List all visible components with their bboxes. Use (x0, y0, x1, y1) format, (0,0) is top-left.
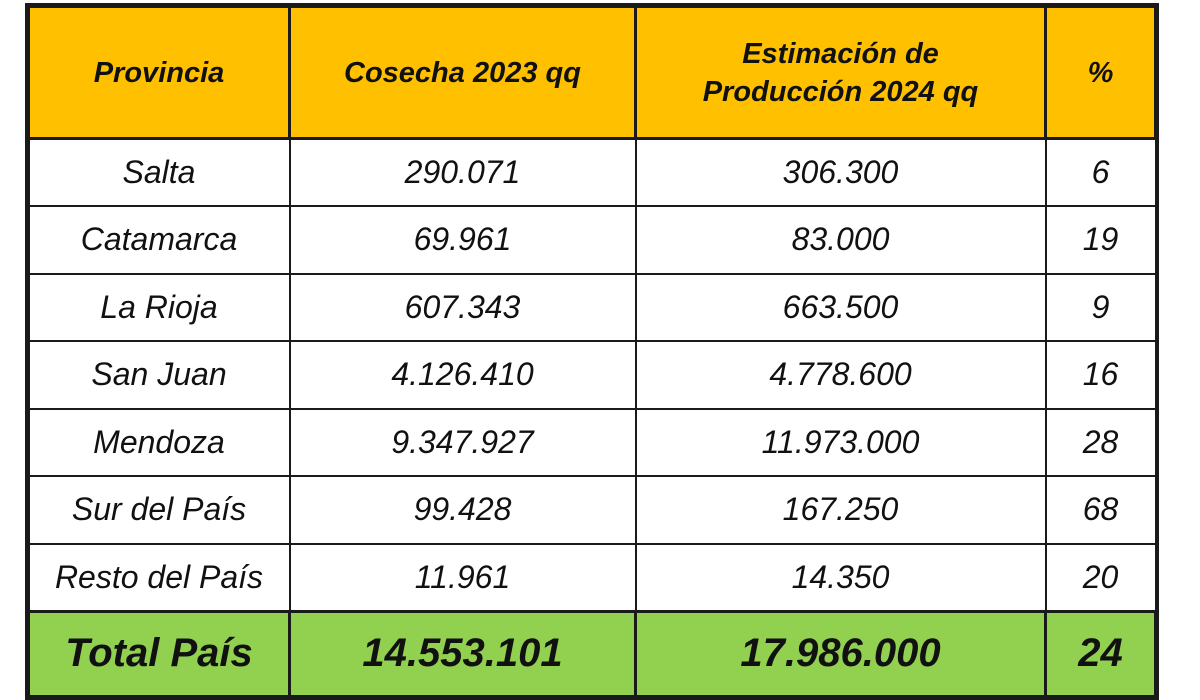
cell-cosecha: 11.961 (288, 542, 637, 612)
total-cosecha: 14.553.101 (288, 609, 637, 698)
cell-provincia: Resto del País (27, 542, 291, 612)
table-row: Salta 290.071 306.300 6 (27, 137, 1157, 207)
total-estimacion: 17.986.000 (634, 609, 1047, 698)
total-percent: 24 (1044, 609, 1157, 698)
table-header-row: Provincia Cosecha 2023 qq Estimación de … (27, 5, 1157, 140)
cell-percent: 19 (1044, 205, 1157, 275)
header-estimacion-line2: Producción 2024 qq (702, 75, 979, 108)
cell-percent: 6 (1044, 137, 1157, 207)
cell-percent: 9 (1044, 272, 1157, 342)
cell-estimacion: 11.973.000 (634, 407, 1047, 477)
total-row: Total País 14.553.101 17.986.000 24 (27, 609, 1157, 698)
header-estimacion-line1: Estimación de (742, 37, 939, 70)
total-provincia: Total País (27, 609, 291, 698)
cell-provincia: Sur del País (27, 475, 291, 545)
cell-cosecha: 290.071 (288, 137, 637, 207)
production-table: Provincia Cosecha 2023 qq Estimación de … (25, 3, 1159, 700)
header-provincia: Provincia (27, 5, 291, 140)
cell-provincia: La Rioja (27, 272, 291, 342)
cell-provincia: San Juan (27, 340, 291, 410)
table-row: Catamarca 69.961 83.000 19 (27, 205, 1157, 275)
cell-estimacion: 14.350 (634, 542, 1047, 612)
header-cosecha-2023: Cosecha 2023 qq (288, 5, 637, 140)
cell-cosecha: 9.347.927 (288, 407, 637, 477)
table-row: La Rioja 607.343 663.500 9 (27, 272, 1157, 342)
cell-cosecha: 607.343 (288, 272, 637, 342)
cell-estimacion: 4.778.600 (634, 340, 1047, 410)
cell-percent: 16 (1044, 340, 1157, 410)
cell-percent: 68 (1044, 475, 1157, 545)
header-estimacion-2024: Estimación de Producción 2024 qq (634, 5, 1047, 140)
table-row: Mendoza 9.347.927 11.973.000 28 (27, 407, 1157, 477)
table-row: Sur del País 99.428 167.250 68 (27, 475, 1157, 545)
cell-cosecha: 4.126.410 (288, 340, 637, 410)
cell-percent: 28 (1044, 407, 1157, 477)
cell-estimacion: 83.000 (634, 205, 1047, 275)
cell-provincia: Catamarca (27, 205, 291, 275)
cell-cosecha: 69.961 (288, 205, 637, 275)
table-row: San Juan 4.126.410 4.778.600 16 (27, 340, 1157, 410)
table-row: Resto del País 11.961 14.350 20 (27, 542, 1157, 612)
cell-percent: 20 (1044, 542, 1157, 612)
cell-provincia: Salta (27, 137, 291, 207)
cell-provincia: Mendoza (27, 407, 291, 477)
cell-estimacion: 167.250 (634, 475, 1047, 545)
header-percent: % (1044, 5, 1157, 140)
cell-estimacion: 663.500 (634, 272, 1047, 342)
cell-cosecha: 99.428 (288, 475, 637, 545)
cell-estimacion: 306.300 (634, 137, 1047, 207)
